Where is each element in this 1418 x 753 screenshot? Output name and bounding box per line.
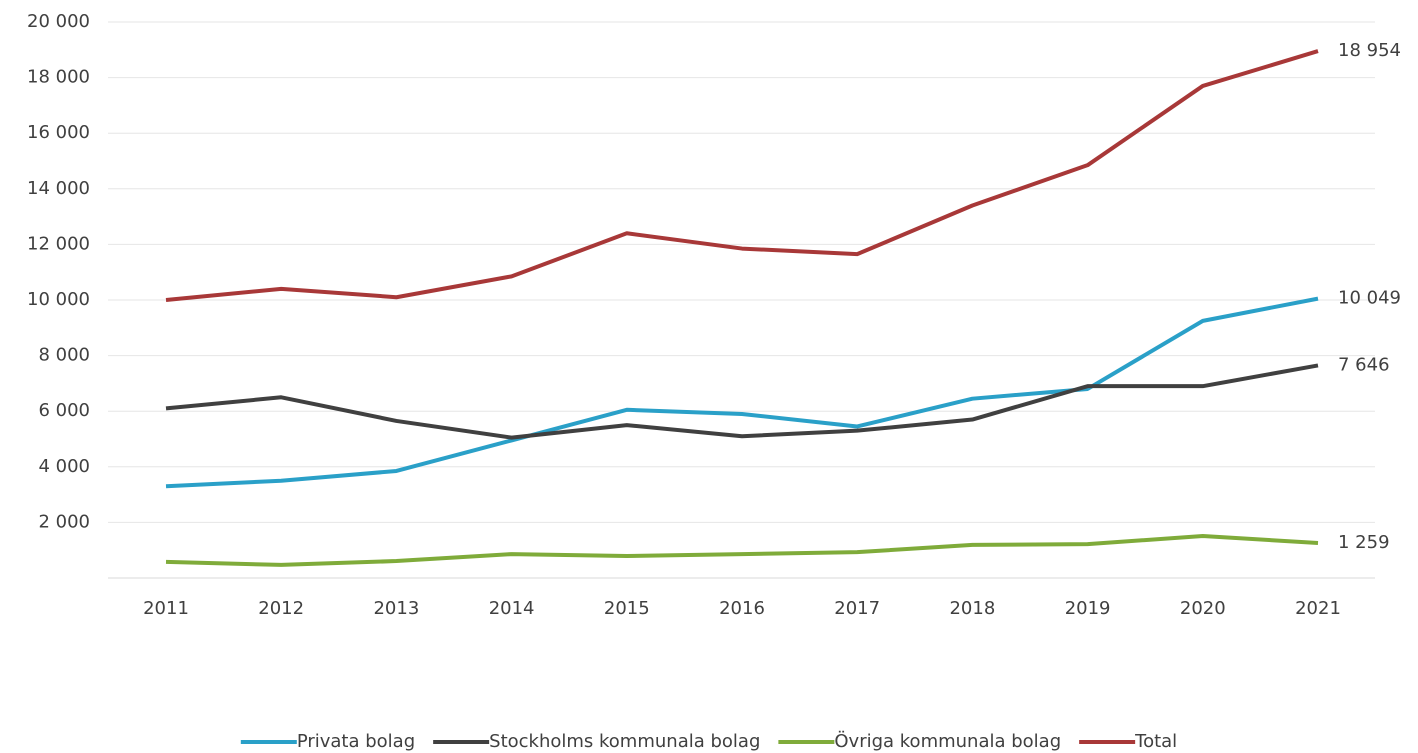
- x-tick-label: 2021: [1295, 598, 1341, 619]
- y-tick-label: 20 000: [27, 11, 90, 32]
- y-tick-label: 18 000: [27, 67, 90, 88]
- x-tick-label: 2018: [949, 598, 995, 619]
- y-tick-label: 6 000: [38, 400, 90, 421]
- data-label: 18 954: [1338, 40, 1401, 61]
- legend-label: Total: [1134, 731, 1177, 752]
- y-tick-label: 2 000: [38, 511, 90, 532]
- x-tick-label: 2012: [258, 598, 304, 619]
- y-tick-label: 16 000: [27, 122, 90, 143]
- x-tick-label: 2015: [604, 598, 650, 619]
- x-tick-label: 2013: [373, 598, 419, 619]
- data-label: 10 049: [1338, 288, 1401, 309]
- series-line: [165, 534, 1319, 567]
- data-label: 1 259: [1338, 532, 1390, 553]
- y-tick-label: 4 000: [38, 456, 90, 477]
- series-line: [165, 296, 1319, 489]
- legend-label: Stockholms kommunala bolag: [489, 731, 760, 752]
- x-tick-label: 2020: [1180, 598, 1226, 619]
- legend-label: Övriga kommunala bolag: [834, 730, 1061, 752]
- legend-label: Privata bolag: [297, 731, 415, 752]
- x-tick-label: 2014: [489, 598, 535, 619]
- y-tick-label: 8 000: [38, 345, 90, 366]
- y-tick-label: 12 000: [27, 233, 90, 254]
- x-tick-label: 2016: [719, 598, 765, 619]
- series-line: [165, 363, 1319, 440]
- data-label: 7 646: [1338, 354, 1390, 375]
- x-tick-label: 2011: [143, 598, 189, 619]
- x-tick-label: 2017: [834, 598, 880, 619]
- y-tick-label: 10 000: [27, 289, 90, 310]
- series-line: [165, 49, 1319, 302]
- y-tick-label: 14 000: [27, 178, 90, 199]
- x-tick-label: 2019: [1065, 598, 1111, 619]
